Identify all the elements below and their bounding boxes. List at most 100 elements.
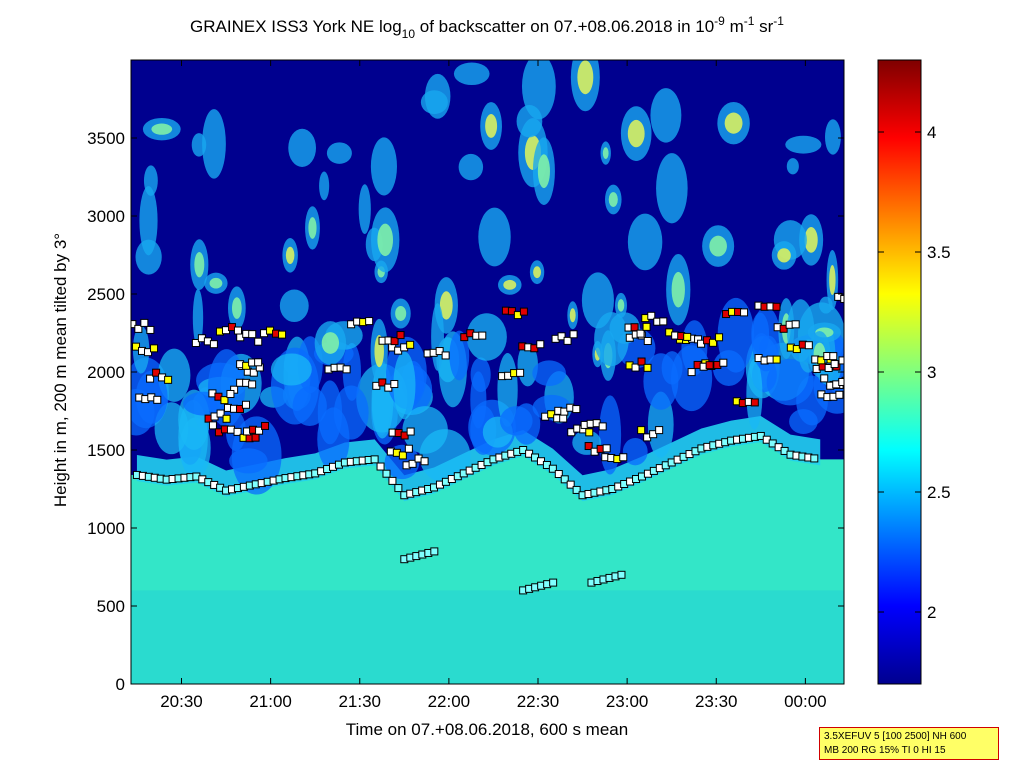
colorbar-tick-label: 4 bbox=[927, 123, 936, 142]
layer-marker bbox=[233, 427, 242, 436]
layer-marker bbox=[220, 396, 229, 405]
residual-layer-patch bbox=[229, 448, 268, 474]
residual-layer-patch bbox=[647, 391, 674, 458]
layer-marker bbox=[683, 332, 692, 341]
colorbar-tick-label: 2.5 bbox=[927, 483, 951, 502]
layer-marker bbox=[659, 317, 668, 326]
layer-marker bbox=[791, 320, 800, 329]
y-tick-label: 1500 bbox=[87, 441, 125, 460]
layer-marker bbox=[637, 426, 646, 435]
layer-marker bbox=[146, 374, 155, 383]
elevated-layer-patch bbox=[786, 158, 799, 175]
colorbar-tick-label: 3 bbox=[927, 363, 936, 382]
layer-detection-markers bbox=[131, 292, 852, 595]
layer-marker bbox=[536, 340, 545, 349]
layer-marker bbox=[365, 317, 374, 326]
title-middle: of backscatter on 07.+08.06.2018 in 10 bbox=[415, 17, 714, 36]
layer-marker bbox=[655, 426, 664, 435]
elevated-layer-core bbox=[231, 297, 242, 319]
residual-layer-patch bbox=[499, 406, 533, 436]
layer-marker bbox=[820, 374, 829, 383]
layer-marker bbox=[647, 311, 656, 320]
layer-marker bbox=[572, 405, 581, 414]
layer-marker bbox=[569, 330, 578, 339]
residual-layer-patch bbox=[670, 345, 713, 412]
layer-marker bbox=[598, 422, 607, 431]
layer-marker bbox=[164, 375, 173, 384]
residual-layer-patch bbox=[622, 437, 648, 466]
layer-marker bbox=[255, 426, 264, 435]
elevated-layer-patch bbox=[825, 119, 841, 155]
elevated-layer-core bbox=[439, 291, 453, 320]
layer-marker bbox=[572, 485, 581, 494]
elevated-layer-patch bbox=[279, 289, 309, 323]
colorbar bbox=[877, 59, 922, 685]
layer-marker bbox=[153, 395, 162, 404]
elevated-layer-core bbox=[395, 305, 407, 321]
layer-marker bbox=[254, 337, 263, 346]
layer-marker bbox=[152, 368, 161, 377]
layer-marker bbox=[549, 578, 558, 587]
residual-layer-patch bbox=[643, 353, 679, 410]
info-line-1: 3.5XEFUV 5 [100 2500] NH 600 bbox=[824, 731, 967, 742]
layer-marker bbox=[420, 457, 429, 466]
layer-marker bbox=[642, 322, 651, 331]
elevated-layer-patch bbox=[358, 184, 371, 234]
elevated-layer-core bbox=[627, 119, 645, 148]
x-tick-label: 21:30 bbox=[338, 692, 381, 711]
layer-marker bbox=[830, 360, 839, 369]
layer-marker bbox=[209, 340, 218, 349]
layer-marker bbox=[406, 427, 415, 436]
layer-marker bbox=[441, 351, 450, 360]
layer-marker bbox=[146, 325, 155, 334]
layer-marker bbox=[804, 341, 813, 350]
layer-marker bbox=[810, 454, 819, 463]
layer-marker bbox=[254, 358, 263, 367]
layer-marker bbox=[619, 453, 628, 462]
y-tick-label: 3000 bbox=[87, 207, 125, 226]
title-log-base: 10 bbox=[402, 27, 416, 41]
elevated-layer-core bbox=[321, 332, 340, 354]
layer-marker bbox=[792, 345, 801, 354]
elevated-layer-patch bbox=[431, 303, 444, 371]
layer-marker bbox=[602, 444, 611, 453]
elevated-layer-core bbox=[577, 60, 594, 95]
x-axis: 20:30 21:00 21:30 22:00 22:30 23:00 23:30 00:00 bbox=[160, 60, 827, 711]
layer-marker bbox=[740, 308, 749, 317]
layer-marker bbox=[585, 428, 594, 437]
residual-layer-patch bbox=[466, 313, 507, 361]
layer-marker bbox=[398, 451, 407, 460]
layer-marker bbox=[643, 363, 652, 372]
title-exp3: -1 bbox=[773, 14, 784, 28]
surface-layer bbox=[131, 590, 844, 684]
layer-marker bbox=[705, 361, 714, 370]
elevated-layer-patch bbox=[288, 128, 317, 168]
layer-marker bbox=[637, 357, 646, 366]
layer-marker bbox=[687, 368, 696, 377]
y-axis-label: Height in m, 200 m mean tilted by 3° bbox=[51, 233, 70, 507]
elevated-layer-patch bbox=[420, 90, 448, 115]
elevated-layer-patch bbox=[370, 137, 397, 196]
layer-marker bbox=[838, 356, 844, 365]
layer-marker bbox=[617, 570, 626, 579]
layer-marker bbox=[516, 368, 525, 377]
layer-marker bbox=[404, 444, 413, 453]
layer-marker bbox=[554, 470, 563, 479]
elevated-layer-patch bbox=[594, 312, 629, 367]
layer-marker bbox=[408, 459, 417, 468]
layer-marker bbox=[840, 294, 844, 303]
layer-marker bbox=[643, 336, 652, 345]
x-tick-label: 21:00 bbox=[249, 692, 292, 711]
layer-marker bbox=[559, 414, 568, 423]
layer-marker bbox=[845, 360, 852, 367]
elevated-layer-patch bbox=[627, 213, 663, 271]
layer-marker bbox=[715, 333, 724, 342]
y-tick-label: 500 bbox=[97, 597, 125, 616]
elevated-layer-core bbox=[285, 246, 295, 264]
elevated-layer-patch bbox=[319, 171, 330, 201]
layer-marker bbox=[394, 484, 403, 493]
layer-marker bbox=[233, 326, 242, 335]
elevated-layer-patch bbox=[656, 153, 688, 224]
layer-marker bbox=[779, 324, 788, 333]
